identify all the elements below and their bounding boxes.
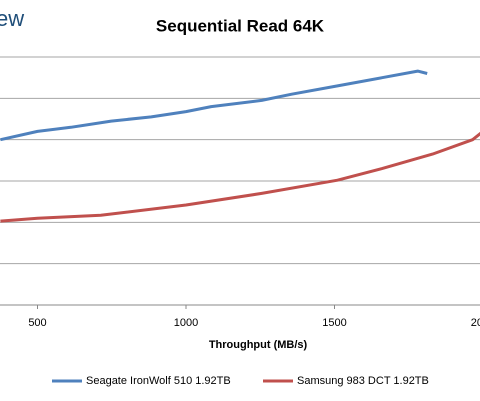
- legend-label: Seagate IronWolf 510 1.92TB: [86, 375, 231, 387]
- chart-title: Sequential Read 64K: [156, 16, 325, 35]
- watermark: ew: [0, 6, 24, 31]
- x-tick-label: 2000: [471, 317, 480, 329]
- x-axis-label: Throughput (MB/s): [209, 339, 308, 351]
- x-tick-label: 1000: [174, 317, 198, 329]
- line-series: [0, 131, 480, 223]
- line-series: [0, 69, 428, 142]
- legend-label: Samsung 983 DCT 1.92TB: [297, 375, 429, 387]
- x-tick-label: 1500: [322, 317, 346, 329]
- x-tick-label: 500: [28, 317, 46, 329]
